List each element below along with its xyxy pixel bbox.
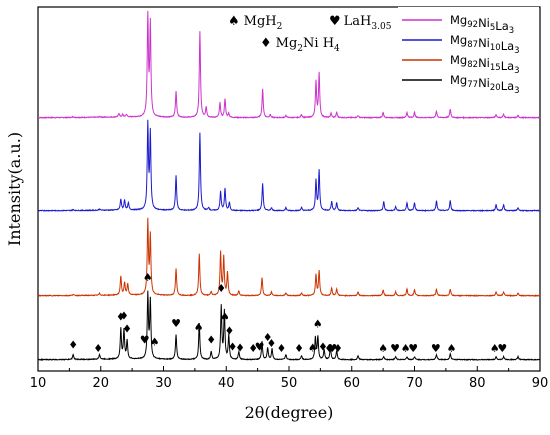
diamond-marker: ♦: [248, 342, 258, 355]
x-tick-label: 40: [218, 376, 235, 391]
spade-marker: ♠: [490, 342, 500, 355]
diamond-marker: ♦: [294, 342, 304, 355]
x-axis-label: 2θ(degree): [245, 403, 334, 422]
diamond-marker: ♦: [206, 334, 216, 347]
diamond-marker: ♦: [324, 342, 334, 355]
phase-legend: ♠ MgH2 ♥ LaH3.05 ♦ Mg2Ni H4: [228, 14, 392, 54]
heart-marker: ♥: [431, 342, 441, 355]
heart-icon: ♥: [329, 14, 341, 29]
x-tick-label: 60: [343, 376, 360, 391]
diamond-marker: ♦: [228, 341, 238, 354]
spade-marker: ♠: [308, 342, 318, 355]
diamond-marker: ♦: [122, 322, 132, 335]
heart-marker: ♥: [327, 342, 337, 355]
diamond-marker: ♦: [266, 337, 276, 350]
phase-legend-mgh2: ♠ MgH2: [228, 14, 282, 32]
x-tick-label: 20: [92, 376, 109, 391]
series-line-1: [37, 10, 541, 120]
phase-markers: ♦ ♦♦♦♦♥♠♠♥ ♠♦♦♠♦♦♦ ♦♥♦♦ ♦ ♦ ♠♠♦♦♥♦ ♠ ♥ ♠♥ ♥ ♠ ♠♥: [68, 271, 507, 355]
spade-marker: ♠: [313, 317, 323, 330]
legend-label-1: Mg92Ni5La3: [450, 13, 514, 36]
spade-marker: ♠: [150, 336, 160, 349]
x-tick-label: 30: [155, 376, 172, 391]
diamond-marker: ♦: [333, 342, 343, 355]
x-tick-label: 80: [469, 376, 486, 391]
heart-marker: ♥: [390, 342, 400, 355]
spade-marker: ♠: [401, 342, 411, 355]
heart-marker: ♥: [140, 334, 150, 347]
series-line-4: [37, 290, 541, 362]
heart-marker: ♥: [408, 342, 418, 355]
heart-marker: ♥: [497, 342, 507, 355]
diamond-marker: ♦: [93, 342, 103, 355]
spade-marker: ♠: [447, 342, 457, 355]
series-line-2: [37, 119, 541, 213]
legend-label-2: Mg87Ni10La3: [450, 33, 520, 56]
phase-legend-mg2nih4: ♦ Mg2Ni H4: [260, 36, 340, 54]
heart-marker: ♥: [255, 341, 265, 354]
phase-legend-lah: ♥ LaH3.05: [329, 14, 392, 32]
diamond-marker: ♦: [224, 325, 234, 338]
legend-label-3: Mg82Ni15La3: [450, 53, 520, 76]
heart-marker: ♥: [171, 317, 181, 330]
diamond-marker: ♦: [263, 331, 273, 344]
series-legend: Mg92Ni5La3Mg87Ni10La3Mg82Ni15La3Mg77Ni20…: [398, 7, 539, 96]
diamond-marker: ♦: [116, 311, 126, 324]
spade-marker: ♠: [194, 321, 204, 334]
spade-icon: ♠: [228, 14, 240, 29]
legend-label-4: Mg77Ni20La3: [450, 73, 520, 96]
series-curves: [37, 10, 541, 362]
diamond-marker: ♦: [68, 339, 78, 352]
series-line-3: [37, 217, 541, 298]
diamond-marker: ♦: [216, 282, 226, 295]
x-tick-label: 90: [532, 376, 549, 391]
diamond-marker: ♦: [277, 342, 287, 355]
spade-marker: ♠: [143, 271, 153, 284]
legend-background: [398, 7, 539, 91]
diamond-marker: ♦: [119, 309, 129, 322]
diamond-marker: ♦: [318, 341, 328, 354]
x-axis-ticks: 10 20 30 40 50 60 70 80 90: [30, 366, 549, 391]
y-axis-label: Intensity(a.u.): [5, 132, 24, 246]
spade-marker: ♠: [378, 342, 388, 355]
diamond-icon: ♦: [260, 36, 272, 51]
diamond-marker: ♦: [235, 341, 245, 354]
x-tick-label: 10: [30, 376, 47, 391]
x-tick-label: 50: [281, 376, 298, 391]
spade-marker: ♠: [220, 310, 230, 323]
x-tick-label: 70: [406, 376, 423, 391]
